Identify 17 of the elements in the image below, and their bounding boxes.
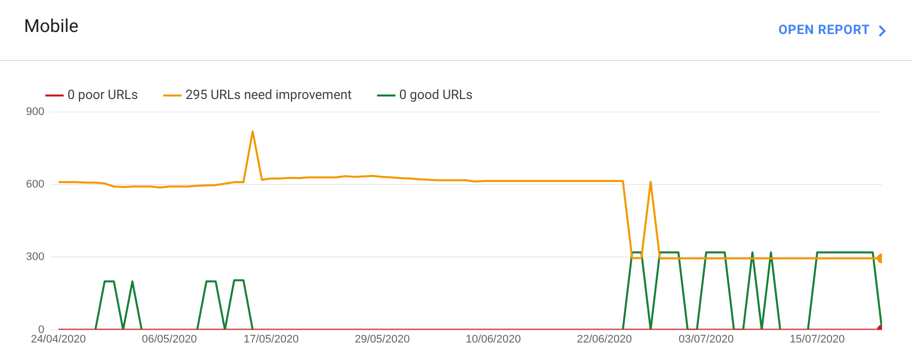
x-tick-label: 29/05/2020 — [354, 333, 410, 346]
y-tick-label: 0 — [38, 324, 44, 336]
chart-title: Mobile — [24, 16, 78, 37]
x-tick-label: 10/06/2020 — [466, 333, 521, 346]
legend-label: 0 poor URLs — [68, 88, 138, 103]
x-tick-label: 22/06/2020 — [576, 333, 632, 346]
x-tick-label: 24/04/2020 — [30, 333, 86, 346]
text: OPEN REPORT — [778, 23, 870, 38]
y-tick-label: 900 — [26, 106, 44, 118]
legend-label: 0 good URLs — [399, 88, 473, 103]
x-tick-label: 15/07/2020 — [790, 333, 845, 346]
y-tick-label: 300 — [26, 251, 44, 264]
x-tick-label: 17/05/2020 — [244, 333, 299, 346]
y-tick-label: 600 — [26, 178, 44, 191]
x-tick-label: 03/07/2020 — [678, 333, 734, 346]
legend-label: 295 URLs need improvement — [185, 88, 352, 103]
x-tick-label: 06/05/2020 — [142, 333, 197, 346]
